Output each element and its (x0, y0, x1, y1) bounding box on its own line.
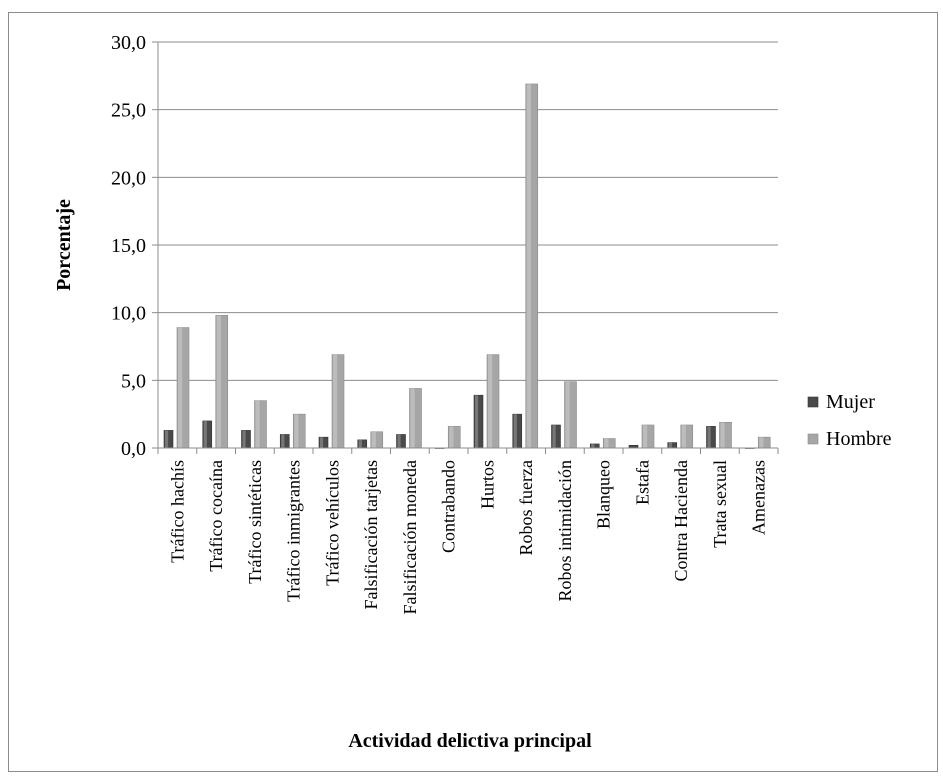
category-label: Hurtos (477, 460, 497, 509)
bar-highlight (165, 430, 169, 448)
y-tick-label: 15,0 (111, 235, 146, 257)
bar-highlight (513, 414, 517, 448)
bar-highlight (552, 424, 556, 448)
bar-highlight (242, 430, 246, 448)
bar-highlight (320, 437, 324, 448)
category-label: Tráfico hachís (167, 460, 187, 563)
bar-highlight (333, 354, 338, 448)
bar-highlight (203, 420, 207, 448)
bar-highlight (475, 395, 479, 448)
y-tick-label: 10,0 (111, 303, 146, 325)
category-label: Contrabando (439, 460, 459, 553)
category-label: Falsificación tarjetas (361, 460, 381, 609)
category-label: Tráfico inmigrantes (284, 460, 304, 602)
category-labels: Tráfico hachís Tráfico cocaína Tráfico sin… (167, 460, 768, 614)
category-label: Falsificación moneda (400, 460, 420, 614)
legend-swatch-hombre (807, 433, 819, 445)
y-tick-label: 30,0 (111, 32, 146, 54)
category-label: Robos intimidación (555, 460, 575, 602)
y-tick-label: 5,0 (121, 370, 146, 392)
category-label: Tráfico vehículos (322, 460, 342, 586)
bar-highlight (255, 400, 260, 448)
category-label: Contra Hacienda (671, 460, 691, 581)
category-label: Blanqueo (594, 460, 614, 529)
category-label: Tráfico sintéticas (245, 460, 265, 584)
y-tick-label: 0,0 (121, 438, 146, 460)
bar-highlight (488, 354, 493, 448)
bar-highlight (720, 422, 725, 448)
bar-highlight (526, 83, 531, 448)
bar-highlight (281, 434, 285, 448)
tick-labels: 0,0 5,0 10,0 15,0 20,0 25,0 30,0 (111, 32, 146, 460)
chart-frame (8, 12, 938, 772)
bar-highlight (358, 439, 362, 448)
bar-highlight (371, 431, 376, 448)
bar-highlight (643, 424, 648, 448)
legend-label-hombre: Hombre (826, 428, 892, 450)
bar-highlight (216, 315, 221, 448)
bar-highlight (410, 388, 415, 448)
bar-highlight (178, 327, 183, 448)
legend-swatch-mujer (807, 396, 819, 408)
bar-highlight (565, 381, 570, 448)
category-label: Tráfico cocaína (206, 460, 226, 572)
bar-highlight (294, 414, 299, 448)
legend-label-mujer: Mujer (826, 391, 875, 413)
bar-highlight (397, 434, 401, 448)
bar-highlight (604, 438, 609, 448)
category-label: Amenazas (749, 460, 769, 535)
bar-highlight (449, 426, 454, 448)
y-tick-label: 20,0 (111, 167, 146, 189)
bar-highlight (707, 426, 711, 448)
category-label: Robos fuerza (516, 460, 536, 555)
axes (157, 42, 779, 454)
bar-highlight (591, 443, 595, 448)
x-axis-title: Actividad delictiva principal (348, 730, 592, 752)
category-label: Trata sexual (710, 460, 730, 548)
y-tick-label: 25,0 (111, 100, 146, 122)
bar-highlight (681, 424, 686, 448)
bar-highlight (759, 437, 764, 448)
grid-lines (152, 41, 778, 449)
y-axis-title: Porcentaje (53, 199, 75, 291)
bars (163, 83, 771, 449)
category-label: Estafa (632, 460, 652, 505)
bar-highlight (668, 442, 672, 448)
legend: Mujer Hombre (807, 391, 892, 450)
